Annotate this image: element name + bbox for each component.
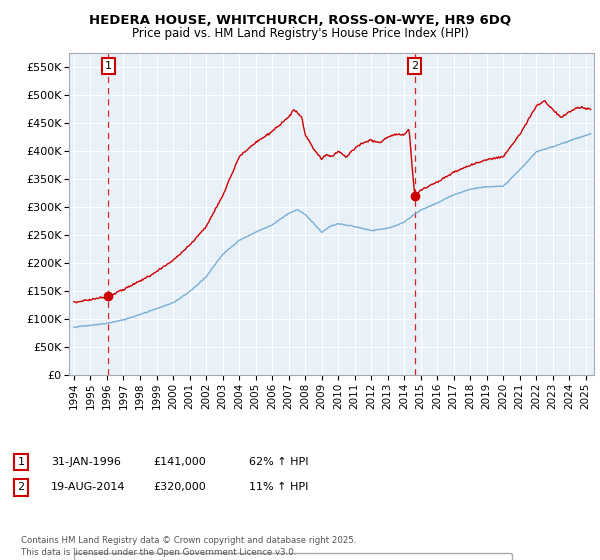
Text: 11% ↑ HPI: 11% ↑ HPI [249,482,308,492]
Text: 19-AUG-2014: 19-AUG-2014 [51,482,125,492]
Text: 31-JAN-1996: 31-JAN-1996 [51,457,121,467]
Text: Contains HM Land Registry data © Crown copyright and database right 2025.
This d: Contains HM Land Registry data © Crown c… [21,536,356,557]
Text: 2: 2 [17,482,25,492]
Text: 1: 1 [17,457,25,467]
Text: £141,000: £141,000 [153,457,206,467]
Text: Price paid vs. HM Land Registry's House Price Index (HPI): Price paid vs. HM Land Registry's House … [131,27,469,40]
Text: £320,000: £320,000 [153,482,206,492]
Text: 62% ↑ HPI: 62% ↑ HPI [249,457,308,467]
Text: 1: 1 [105,61,112,71]
Text: HEDERA HOUSE, WHITCHURCH, ROSS-ON-WYE, HR9 6DQ: HEDERA HOUSE, WHITCHURCH, ROSS-ON-WYE, H… [89,14,511,27]
Legend: HEDERA HOUSE, WHITCHURCH, ROSS-ON-WYE, HR9 6DQ (detached house), HPI: Average pr: HEDERA HOUSE, WHITCHURCH, ROSS-ON-WYE, H… [74,553,512,560]
Text: 2: 2 [411,61,418,71]
